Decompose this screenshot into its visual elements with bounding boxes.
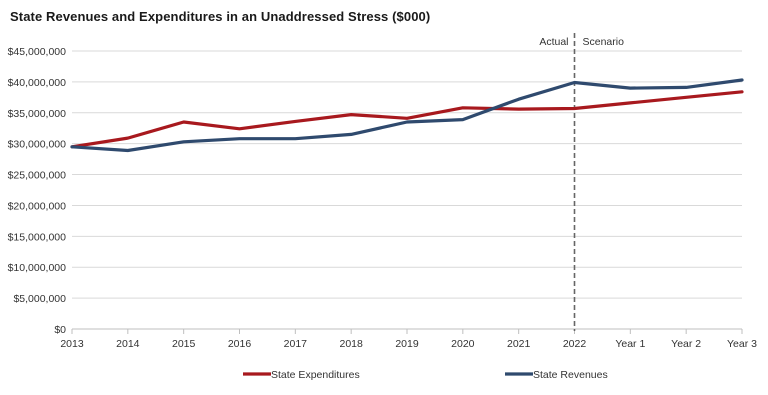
actual-scenario-divider: Actual Scenario: [539, 33, 624, 331]
x-tick-label: 2021: [507, 338, 531, 350]
y-tick-label: $35,000,000: [8, 108, 67, 120]
series-line-state-expenditures: [72, 92, 742, 147]
x-tick-label: 2022: [563, 338, 587, 350]
legend: State Expenditures State Revenues: [243, 369, 608, 381]
x-tick-label: Year 1: [615, 338, 645, 350]
y-tick-label: $10,000,000: [8, 262, 67, 274]
x-tick-label: 2017: [284, 338, 308, 350]
x-tick-label: 2018: [339, 338, 363, 350]
y-tick-label: $5,000,000: [13, 293, 66, 305]
y-tick-label: $40,000,000: [8, 77, 67, 89]
y-tick-label: $0: [54, 324, 66, 336]
x-tick-label: 2015: [172, 338, 196, 350]
series-line-state-revenues: [72, 80, 742, 151]
x-tick-label: 2019: [395, 338, 419, 350]
y-tick-label: $30,000,000: [8, 139, 67, 151]
divider-label-actual: Actual: [539, 36, 568, 48]
series-lines: [72, 80, 742, 151]
legend-label: State Expenditures: [271, 369, 360, 381]
y-tick-label: $25,000,000: [8, 170, 67, 182]
chart-title: State Revenues and Expenditures in an Un…: [10, 9, 430, 24]
x-tick-label: 2013: [60, 338, 84, 350]
y-tick-label: $20,000,000: [8, 200, 67, 212]
legend-label: State Revenues: [533, 369, 608, 381]
x-tick-label: 2020: [451, 338, 475, 350]
axes: $0 $5,000,000 $10,000,000 $15,000,000 $20,00…: [8, 46, 758, 350]
y-tick-label: $15,000,000: [8, 231, 67, 243]
x-tick-label: 2014: [116, 338, 140, 350]
divider-label-scenario: Scenario: [583, 36, 625, 48]
x-tick-label: 2016: [228, 338, 252, 350]
x-tick-label: Year 3: [727, 338, 757, 350]
x-tick-label: Year 2: [671, 338, 701, 350]
y-tick-label: $45,000,000: [8, 46, 67, 58]
